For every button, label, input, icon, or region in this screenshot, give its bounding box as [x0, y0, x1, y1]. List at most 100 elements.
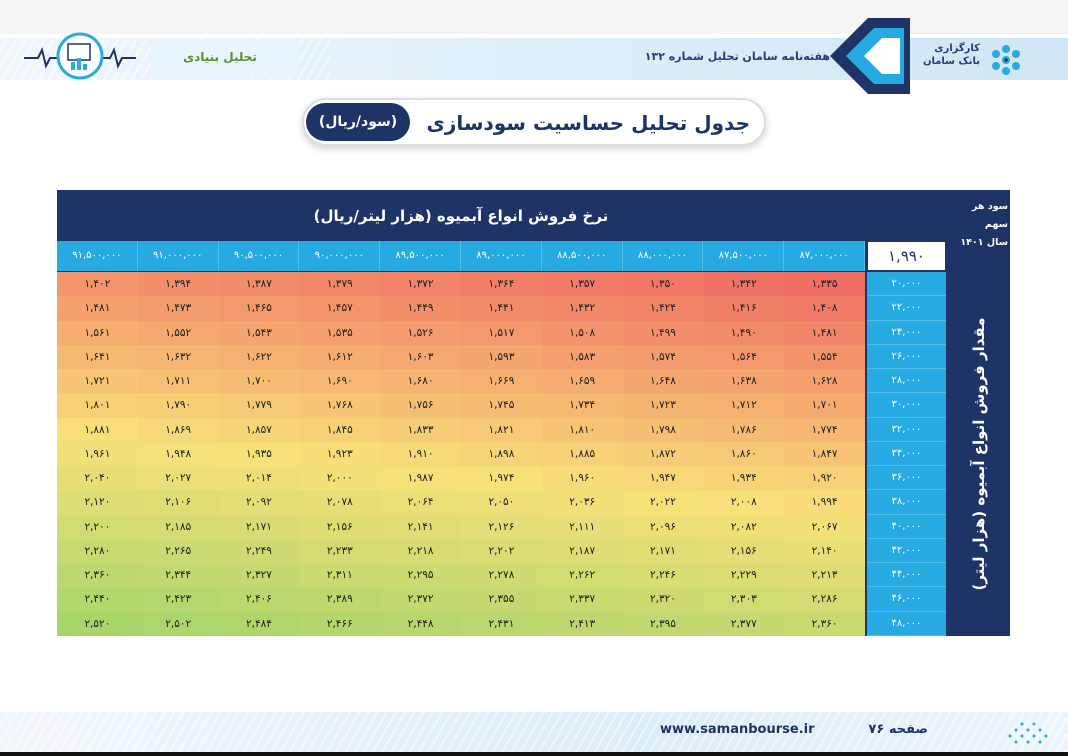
table-cell: ۱,۵۷۴ — [622, 344, 704, 370]
table-cell: ۲,۴۴۸ — [380, 611, 461, 636]
footer-url: www.samanbourse.ir — [660, 722, 815, 737]
volume-row-header: ۴۲,۰۰۰ — [867, 538, 946, 564]
table-cell: ۲,۴۸۴ — [218, 611, 300, 636]
table-cell: ۲,۳۱۱ — [299, 563, 381, 588]
table-row: ۱,۴۰۸ ۱,۴۱۶ ۱,۴۲۴ ۱,۴۳۲ ۱,۴۴۱ ۱,۴۴۹ ۱,۴۵۷ ۱,۴۶۵… — [57, 296, 865, 321]
table-cell: ۲,۱۷۱ — [218, 514, 300, 539]
eps-caption: سود هر سهم سال ۱۴۰۱ — [948, 198, 1010, 252]
table-cell: ۲,۱۲۶ — [461, 514, 542, 539]
volume-axis-title-text: مقدار فروش انواع آبمیوه (هزار لیتر) — [970, 317, 988, 591]
table-cell: ۱,۸۳۳ — [380, 417, 461, 442]
table-cell: ۱,۷۹۸ — [622, 417, 704, 442]
table-cell: ۱,۴۵۷ — [299, 296, 381, 321]
table-cell: ۲,۲۱۸ — [380, 538, 461, 564]
table-cell: ۱,۷۴۵ — [461, 393, 542, 418]
table-cell: ۲,۰۴۰ — [57, 466, 138, 491]
table-cell: ۲,۲۶۵ — [137, 538, 219, 564]
volume-row-header: ۳۲,۰۰۰ — [867, 417, 946, 442]
table-cell: ۱,۹۱۰ — [380, 441, 461, 467]
table-cell: ۱,۵۸۳ — [541, 344, 623, 370]
table-cell: ۱,۷۰۰ — [218, 369, 300, 394]
table-cell: ۲,۲۹۵ — [380, 563, 461, 588]
table-cell: ۱,۷۳۴ — [541, 393, 623, 418]
table-cell: ۲,۰۷۸ — [299, 490, 381, 515]
table-cell: ۱,۶۱۲ — [299, 344, 381, 370]
table-cell: ۱,۸۱۰ — [541, 417, 623, 442]
price-header-cell: ۹۱,۵۰۰,۰۰۰ — [57, 241, 138, 271]
table-cell: ۱,۶۴۸ — [622, 369, 704, 394]
table-row: ۱,۴۸۱ ۱,۴۹۰ ۱,۴۹۹ ۱,۵۰۸ ۱,۵۱۷ ۱,۵۲۶ ۱,۵۳۵ ۱,۵۴۳… — [57, 320, 865, 345]
table-cell: ۱,۷۱۱ — [137, 369, 219, 394]
table-cell: ۱,۶۰۳ — [380, 344, 461, 370]
volume-row-header: ۴۸,۰۰۰ — [867, 611, 946, 636]
brand-line-1: کارگزاری — [934, 43, 980, 54]
table-cell: ۲,۵۰۲ — [137, 611, 219, 636]
table-cell: ۱,۸۰۱ — [57, 393, 138, 418]
table-cell: ۲,۲۶۲ — [541, 563, 623, 588]
table-cell: ۱,۸۴۷ — [784, 441, 865, 467]
eps-caption-line-2: سال ۱۴۰۱ — [960, 237, 1008, 248]
table-cell: ۲,۳۶۰ — [57, 563, 138, 588]
table-cell: ۱,۴۴۱ — [461, 296, 542, 321]
header-category-tab — [150, 40, 300, 78]
volume-row-header: ۲۶,۰۰۰ — [867, 344, 946, 370]
table-cell: ۲,۳۹۵ — [622, 611, 704, 636]
table-row: ۲,۲۸۶ ۲,۳۰۳ ۲,۳۲۰ ۲,۳۳۷ ۲,۳۵۵ ۲,۳۷۲ ۲,۳۸۹ ۲,۴۰۶… — [57, 587, 865, 612]
table-cell: ۱,۴۲۴ — [622, 296, 704, 321]
table-cell: ۲,۴۰۶ — [218, 587, 300, 612]
price-header-cell: ۸۸,۵۰۰,۰۰۰ — [541, 241, 623, 271]
table-cell: ۱,۹۹۴ — [784, 490, 865, 515]
table-cell: ۱,۳۴۲ — [703, 272, 785, 297]
table-cell: ۲,۳۸۹ — [299, 587, 381, 612]
table-cell: ۲,۱۷۱ — [622, 538, 704, 564]
table-cell: ۲,۱۸۷ — [541, 538, 623, 564]
table-cell: ۱,۸۴۵ — [299, 417, 381, 442]
price-axis-title: نرخ فروش انواع آبمیوه (هزار لیتر/ریال) — [313, 207, 609, 225]
brand-line-2: بانک سامان — [922, 56, 980, 67]
table-cell: ۲,۱۲۰ — [57, 490, 138, 515]
table-row: ۱,۵۵۴ ۱,۵۶۴ ۱,۵۷۴ ۱,۵۸۳ ۱,۵۹۳ ۱,۶۰۳ ۱,۶۱۲ ۱,۶۲۲… — [57, 344, 865, 370]
table-row: ۱,۸۴۷ ۱,۸۶۰ ۱,۸۷۲ ۱,۸۸۵ ۱,۸۹۸ ۱,۹۱۰ ۱,۹۲۳ ۱,۹۳۵… — [57, 441, 865, 467]
volume-row-header: ۲۸,۰۰۰ — [867, 369, 946, 394]
table-cell: ۲,۳۷۷ — [703, 611, 785, 636]
table-cell: ۱,۸۹۸ — [461, 441, 542, 467]
table-cell: ۱,۴۰۸ — [784, 296, 865, 321]
table-cell: ۲,۰۱۴ — [218, 466, 300, 491]
table-cell: ۲,۳۰۳ — [703, 587, 785, 612]
volume-row-header: ۲۲,۰۰۰ — [867, 296, 946, 321]
table-cell: ۲,۳۶۰ — [784, 611, 865, 636]
table-cell: ۲,۲۳۳ — [299, 538, 381, 564]
table-cell: ۲,۵۲۰ — [57, 611, 138, 636]
price-header-cell: ۹۱,۰۰۰,۰۰۰ — [137, 241, 219, 271]
table-cell: ۱,۵۴۳ — [218, 320, 300, 345]
table-cell: ۲,۱۴۰ — [784, 538, 865, 564]
table-row: ۱,۷۷۴ ۱,۷۸۶ ۱,۷۹۸ ۱,۸۱۰ ۱,۸۲۱ ۱,۸۳۳ ۱,۸۴۵ ۱,۸۵۷… — [57, 417, 865, 442]
price-header-cell: ۸۷,۵۰۰,۰۰۰ — [703, 241, 785, 271]
table-row: ۲,۰۶۷ ۲,۰۸۲ ۲,۰۹۶ ۲,۱۱۱ ۲,۱۲۶ ۲,۱۴۱ ۲,۱۵۶ ۲,۱۷۱… — [57, 514, 865, 539]
table-row: ۱,۶۲۸ ۱,۶۳۸ ۱,۶۴۸ ۱,۶۵۹ ۱,۶۶۹ ۱,۶۸۰ ۱,۶۹۰ ۱,۷۰۰… — [57, 369, 865, 394]
footer-band — [0, 712, 1068, 752]
table-cell: ۲,۲۷۸ — [461, 563, 542, 588]
table-row: ۲,۳۶۰ ۲,۳۷۷ ۲,۳۹۵ ۲,۴۱۳ ۲,۴۳۱ ۲,۴۴۸ ۲,۴۶۶ ۲,۴۸۴… — [57, 611, 865, 636]
table-cell: ۱,۹۶۱ — [57, 441, 138, 467]
table-cell: ۱,۶۵۹ — [541, 369, 623, 394]
price-header-cell: ۸۹,۵۰۰,۰۰۰ — [380, 241, 461, 271]
page-number: صفحه ۷۶ — [868, 722, 928, 737]
table-cell: ۲,۳۲۰ — [622, 587, 704, 612]
table-cell: ۱,۵۶۴ — [703, 344, 785, 370]
table-cell: ۱,۷۸۶ — [703, 417, 785, 442]
price-header-cell: ۹۰,۵۰۰,۰۰۰ — [218, 241, 300, 271]
table-cell: ۲,۲۰۲ — [461, 538, 542, 564]
table-cell: ۱,۹۳۵ — [218, 441, 300, 467]
volume-row-header: ۲۰,۰۰۰ — [867, 272, 946, 297]
table-cell: ۱,۵۵۴ — [784, 344, 865, 370]
table-cell: ۱,۴۶۵ — [218, 296, 300, 321]
table-cell: ۲,۲۴۹ — [218, 538, 300, 564]
table-cell: ۱,۴۰۲ — [57, 272, 138, 297]
eps-caption-line-1: سود هر سهم — [972, 201, 1008, 230]
table-cell: ۱,۳۹۴ — [137, 272, 219, 297]
table-cell: ۲,۱۸۵ — [137, 514, 219, 539]
volume-row-header: ۳۴,۰۰۰ — [867, 441, 946, 467]
table-cell: ۱,۹۴۸ — [137, 441, 219, 467]
table-row: ۲,۲۱۳ ۲,۲۲۹ ۲,۲۴۶ ۲,۲۶۲ ۲,۲۷۸ ۲,۲۹۵ ۲,۳۱۱ ۲,۳۲۷… — [57, 563, 865, 588]
